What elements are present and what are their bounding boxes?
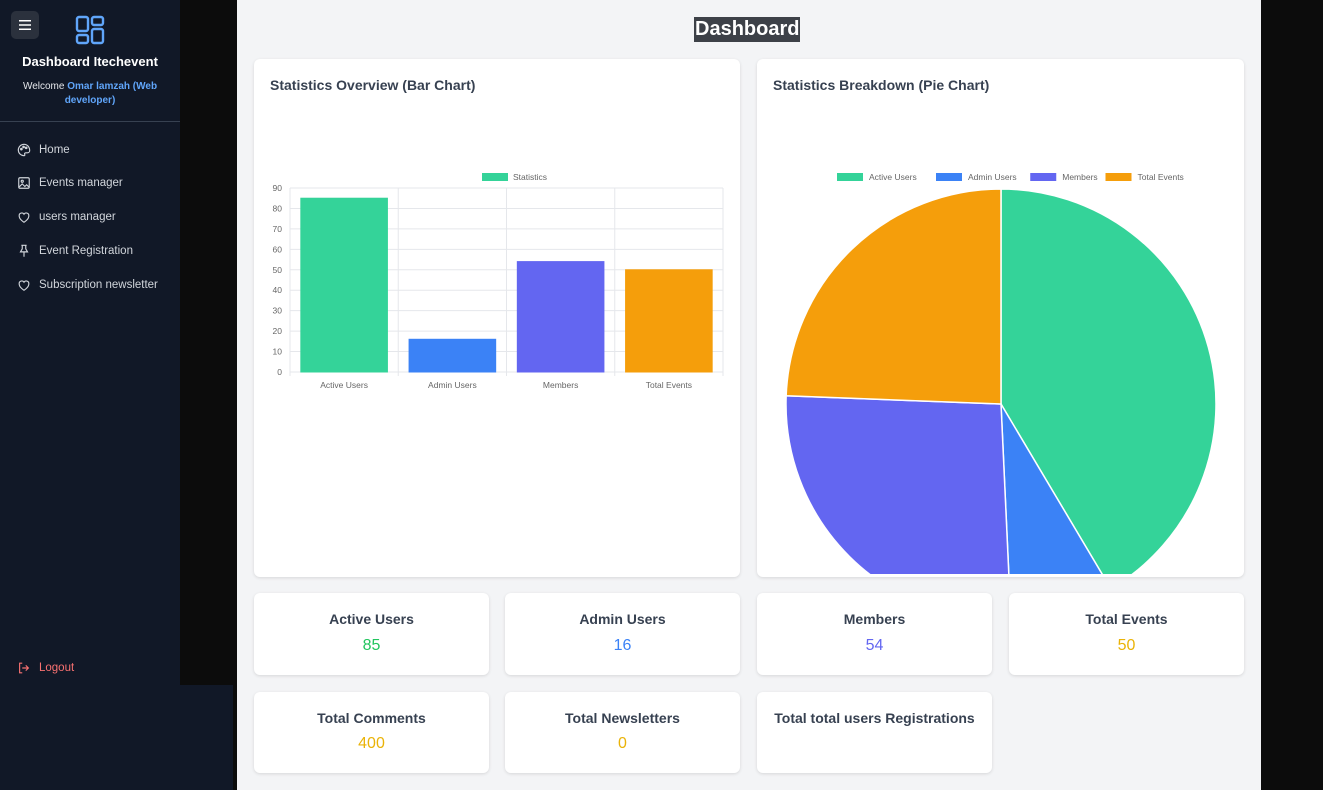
y-tick-label: 20 — [273, 326, 283, 336]
stat-value: 400 — [358, 735, 385, 752]
heart-icon — [18, 280, 30, 291]
bar — [300, 197, 388, 373]
y-tick-label: 60 — [273, 244, 283, 254]
stat-label: Total Newsletters — [565, 710, 680, 726]
stat-label: Admin Users — [579, 611, 666, 627]
stat-value: 85 — [362, 637, 381, 654]
welcome-text: Welcome Omar lamzah (Web developer) — [14, 80, 166, 108]
dashboard-logo-icon — [75, 15, 105, 45]
bar — [408, 338, 497, 373]
stat-label: Active Users — [329, 611, 414, 627]
brand-title: Dashboard Itechevent — [22, 54, 158, 69]
sidebar-item-label: Home — [39, 144, 70, 156]
bar-chart-title: Statistics Overview (Bar Chart) — [270, 77, 476, 93]
pie-chart: Active Users Admin Users Members Total Even… — [785, 172, 1217, 574]
pie-chart-title: Statistics Breakdown (Pie Chart) — [773, 77, 990, 93]
y-tick-label: 80 — [273, 203, 283, 213]
pie-slice — [785, 394, 1010, 574]
menu-toggle-button[interactable] — [11, 11, 39, 39]
pie-slice — [1000, 188, 1217, 574]
sidebar-divider — [0, 121, 180, 122]
bar — [516, 261, 605, 373]
logout-icon — [19, 662, 30, 674]
sidebar-item-home[interactable]: Home — [17, 141, 70, 159]
pie-slice — [785, 188, 1002, 405]
stat-card-total-events: Total Events 50 — [1009, 593, 1244, 675]
legend-label: Active Users — [869, 172, 917, 182]
backdrop-right — [1261, 0, 1323, 790]
legend-swatch — [482, 173, 508, 181]
backdrop — [180, 0, 237, 685]
pin-icon — [19, 244, 29, 257]
y-tick-label: 10 — [273, 347, 283, 357]
stat-card-total-comments: Total Comments 400 — [254, 692, 489, 773]
palette-icon — [17, 143, 31, 157]
stat-value: 50 — [1117, 637, 1136, 654]
stat-value: 16 — [613, 637, 632, 654]
legend-swatch — [936, 173, 962, 181]
legend-swatch — [1105, 173, 1132, 181]
legend-label: Admin Users — [968, 172, 1017, 182]
sidebar-item-label: Event Registration — [39, 245, 133, 257]
stat-value: 0 — [618, 735, 627, 752]
y-tick-label: 70 — [273, 224, 283, 234]
sidebar-item-label: Events manager — [39, 177, 123, 189]
sidebar-item-events-manager[interactable]: Events manager — [17, 174, 123, 192]
y-tick-label: 40 — [273, 285, 283, 295]
hamburger-icon — [19, 20, 31, 30]
sidebar-item-subscription-newsletter[interactable]: Subscription newsletter — [17, 276, 158, 294]
logout-label: Logout — [39, 662, 75, 674]
stat-label: Total Comments — [317, 710, 426, 726]
bar-chart-card: Statistics Overview (Bar Chart) Statisti… — [254, 59, 740, 577]
user-name: Omar lamzah (Web developer) — [64, 81, 158, 106]
stat-card-total-newsletters: Total Newsletters 0 — [505, 692, 740, 773]
logout-button[interactable]: Logout — [17, 659, 74, 677]
stat-card-active-users: Active Users 85 — [254, 593, 489, 675]
legend-label: Statistics — [513, 172, 547, 182]
legend-swatch — [837, 173, 863, 181]
y-tick-label: 0 — [277, 367, 282, 377]
legend-label: Total Events — [1138, 172, 1184, 182]
stat-label: Total total users Registrations — [774, 710, 975, 726]
page-title: Dashboard — [694, 17, 801, 42]
stat-card-admin-users: Admin Users 16 — [505, 593, 740, 675]
sidebar-item-label: Subscription newsletter — [39, 279, 158, 291]
x-tick-label: Members — [543, 380, 578, 390]
pie-slice — [1000, 403, 1103, 574]
pie-chart-card: Statistics Breakdown (Pie Chart) Active … — [757, 59, 1244, 577]
bar — [625, 269, 713, 373]
sidebar-item-event-registration[interactable]: Event Registration — [17, 242, 133, 260]
stat-card-total-registrations: Total total users Registrations — [757, 692, 992, 773]
legend-swatch — [1030, 173, 1057, 181]
sidebar-item-label: users manager — [39, 211, 116, 223]
stat-label: Total Events — [1085, 611, 1168, 627]
main-content: Dashboard Statistics Overview (Bar Chart… — [237, 0, 1261, 790]
bar-chart: Statistics 0 10 20 30 40 50 60 70 80 90 Active User… — [273, 172, 724, 390]
stat-card-members: Members 54 — [757, 593, 992, 675]
legend-label: Members — [1062, 172, 1097, 182]
x-tick-label: Admin Users — [428, 380, 477, 390]
stat-value: 54 — [865, 637, 884, 654]
heart-icon — [18, 212, 30, 223]
y-tick-label: 50 — [273, 265, 283, 275]
image-icon — [18, 177, 30, 189]
x-tick-label: Active Users — [320, 380, 368, 390]
sidebar-footer-area — [0, 685, 233, 790]
sidebar: Dashboard Itechevent Welcome Omar lamzah… — [0, 0, 180, 685]
stat-label: Members — [843, 611, 906, 627]
welcome-prefix: Welcome — [22, 81, 65, 92]
sidebar-item-users-manager[interactable]: users manager — [17, 208, 116, 226]
x-tick-label: Total Events — [646, 380, 692, 390]
y-tick-label: 90 — [273, 183, 283, 193]
y-tick-label: 30 — [273, 306, 283, 316]
